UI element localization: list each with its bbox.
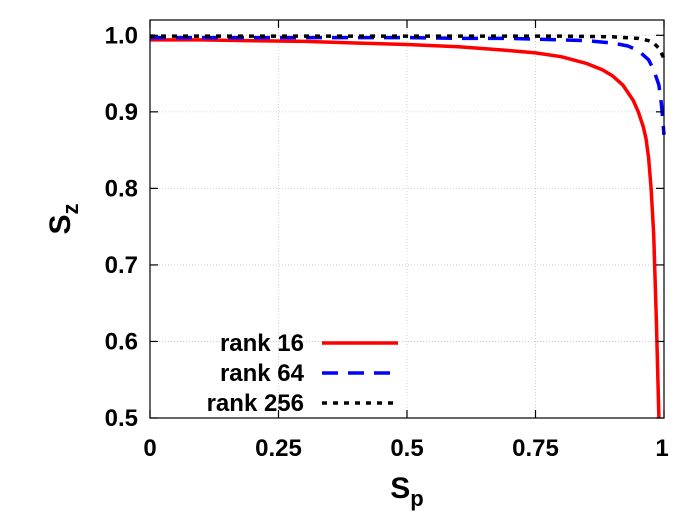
axis-ticks [149,20,665,419]
legend-label: rank 64 [220,360,305,387]
x-axis-title-sub: p [410,486,423,511]
x-tick-label: 0.75 [512,435,559,462]
y-axis-title: Sz [44,203,83,234]
series-line-rank-256 [150,34,666,60]
y-tick-label: 0.5 [105,405,138,432]
series-line-rank-16 [150,38,661,419]
x-axis-title: Sp [390,472,423,511]
y-tick-label: 1.0 [105,22,138,49]
tick-labels: 0.5 0.6 0.7 0.8 0.9 1.0 0 0.25 0.5 0.75 1 [105,22,669,462]
grid [149,20,665,419]
x-tick-label: 0 [143,435,156,462]
y-tick-label: 0.8 [105,175,138,202]
legend-label: rank 16 [220,330,304,357]
y-axis-title-sub: z [58,203,83,214]
y-axis-title-main: S [44,214,77,234]
y-tick-label: 0.7 [105,252,138,279]
series-lines [150,34,666,419]
legend-label: rank 256 [207,390,304,417]
x-tick-label: 0.5 [390,435,423,462]
x-tick-label: 1 [655,435,668,462]
x-tick-label: 0.25 [255,435,302,462]
legend: rank 16 rank 64 rank 256 [207,330,398,417]
y-tick-label: 0.9 [105,99,138,126]
series-line-rank-64 [150,35,666,135]
x-axis-title-main: S [390,472,410,505]
y-tick-label: 0.6 [105,328,138,355]
